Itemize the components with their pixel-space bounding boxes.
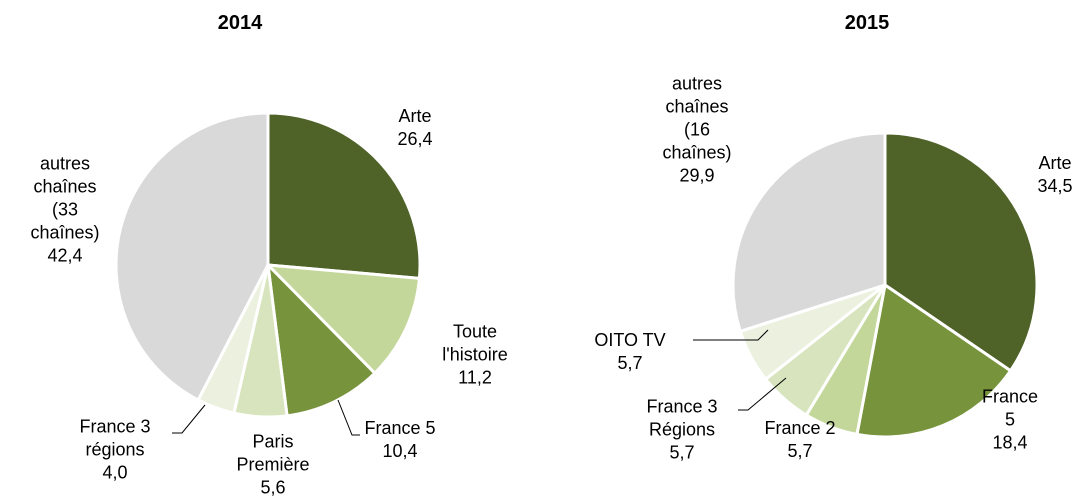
value-label: 5,7 <box>787 441 813 461</box>
pie-slice <box>266 263 377 418</box>
slice-label: Toute l'histoire 11,2 <box>442 321 507 390</box>
pie-slice <box>883 131 1039 373</box>
chart-title: 2015 <box>844 12 890 34</box>
slice-label: Arte 34,5 <box>1037 152 1072 198</box>
value-label: 34,5 <box>1037 176 1073 196</box>
value-label: 29,9 <box>679 165 715 186</box>
chart-title: 2014 <box>217 12 263 34</box>
leader-line <box>738 377 787 411</box>
category-label: Arte <box>1038 153 1072 173</box>
leader-line <box>337 399 360 436</box>
pie-slice <box>855 283 1013 439</box>
slice-label: Arte 26,4 <box>397 105 432 151</box>
value-label: 4,0 <box>102 462 128 483</box>
pie-slice <box>266 263 421 375</box>
slice-label: autres chaînes (16 chaînes) 29,9 <box>662 73 731 188</box>
slice-label: OITO TV 5,7 <box>594 329 665 375</box>
pie-slice <box>114 111 270 402</box>
slice-label: autres chaînes (33 chaînes) 42,4 <box>30 153 99 268</box>
slice-label: France 5 10,4 <box>364 417 435 463</box>
category-label: France 5 <box>364 418 436 438</box>
category-label: France 3 Régions <box>646 396 718 440</box>
pie-slice <box>266 111 422 280</box>
value-label: 42,4 <box>47 245 83 266</box>
category-label: OITO TV <box>594 330 666 350</box>
slice-label: France 5 18,4 <box>975 386 1046 455</box>
category-label: France 2 <box>764 418 836 438</box>
category-label: Paris Première <box>236 431 310 475</box>
slice-label: France 3 régions 4,0 <box>79 416 150 485</box>
category-label: France 3 régions <box>79 416 151 460</box>
category-label: autres chaînes (16 chaînes) <box>662 73 732 163</box>
category-label: Toute l'histoire <box>442 321 508 365</box>
value-label: 11,2 <box>458 367 492 388</box>
pie-slice <box>731 131 887 333</box>
category-label: France 5 <box>981 386 1039 430</box>
value-label: 18,4 <box>992 432 1028 453</box>
slice-label: France 3 Régions 5,7 <box>646 396 717 465</box>
value-label: 5,7 <box>617 353 643 373</box>
category-label: Arte <box>398 106 432 126</box>
value-label: 26,4 <box>397 129 433 149</box>
value-label: 5,6 <box>260 477 286 498</box>
slice-label: Paris Première 5,6 <box>236 431 309 499</box>
leader-line <box>693 329 769 341</box>
leader-line <box>172 404 206 434</box>
value-label: 5,7 <box>669 442 695 463</box>
slice-label: France 2 5,7 <box>764 417 835 463</box>
value-label: 10,4 <box>382 441 418 461</box>
category-label: autres chaînes (33 chaînes) <box>30 153 100 243</box>
